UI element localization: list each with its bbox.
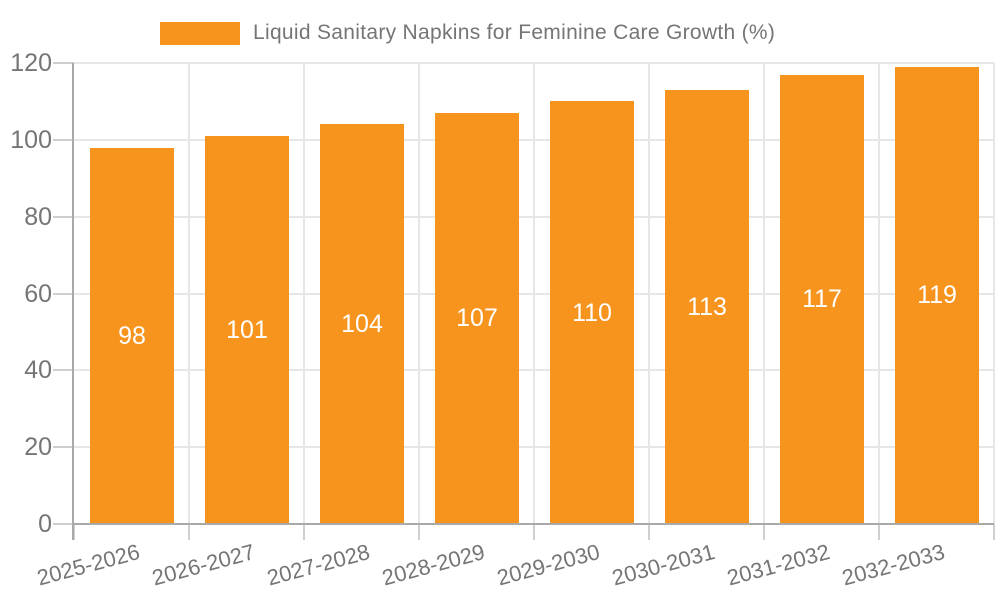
- y-axis-tick: [53, 523, 74, 525]
- bar-2032-2033[interactable]: [895, 67, 979, 524]
- gridline-vertical: [993, 63, 995, 524]
- y-axis-tick-label: 20: [24, 433, 52, 461]
- bar-2030-2031[interactable]: [665, 90, 749, 524]
- x-axis-line: [72, 523, 994, 525]
- legend-label: Liquid Sanitary Napkins for Feminine Car…: [253, 21, 776, 44]
- x-axis-tick-label: 2027-2028: [264, 539, 373, 591]
- bar-value-label: 119: [917, 281, 957, 309]
- y-axis-tick-label: 100: [10, 126, 52, 154]
- y-axis-tick-label: 120: [10, 49, 52, 77]
- chart-legend[interactable]: Liquid Sanitary Napkins for Feminine Car…: [160, 19, 775, 47]
- y-axis-line: [72, 63, 74, 540]
- bar-2026-2027[interactable]: [205, 136, 289, 524]
- bar-2025-2026[interactable]: [90, 148, 174, 524]
- bar-2031-2032[interactable]: [780, 75, 864, 524]
- bar-value-label: 98: [118, 322, 146, 350]
- x-axis-tick-label: 2032-2033: [839, 539, 948, 591]
- bar-2028-2029[interactable]: [435, 113, 519, 524]
- bar-value-label: 113: [687, 293, 727, 321]
- x-axis-tick: [878, 524, 880, 540]
- y-axis-tick-label: 40: [24, 356, 52, 384]
- y-axis-tick-label: 0: [38, 510, 52, 538]
- gridline-vertical: [763, 63, 765, 524]
- bar-value-label: 101: [226, 316, 268, 344]
- x-axis-tick-label: 2031-2032: [724, 539, 833, 591]
- y-axis-tick: [53, 139, 74, 141]
- bar-value-label: 104: [341, 310, 383, 338]
- y-axis-tick: [53, 446, 74, 448]
- y-axis-tick: [53, 62, 74, 64]
- x-axis-tick-label: 2030-2031: [609, 539, 718, 591]
- bar-value-label: 110: [572, 299, 612, 327]
- y-axis-tick: [53, 369, 74, 371]
- x-axis-tick: [188, 524, 190, 540]
- x-axis-tick: [533, 524, 535, 540]
- x-axis-tick: [73, 524, 75, 540]
- bar-2027-2028[interactable]: [320, 124, 404, 524]
- x-axis-tick: [763, 524, 765, 540]
- gridline-vertical: [418, 63, 420, 524]
- x-axis-tick-label: 2026-2027: [149, 539, 258, 591]
- gridline-vertical: [188, 63, 190, 524]
- bar-value-label: 117: [802, 285, 842, 313]
- x-axis-tick-label: 2025-2026: [34, 539, 143, 591]
- x-axis-tick: [418, 524, 420, 540]
- bar-value-label: 107: [456, 304, 498, 332]
- gridline-vertical: [648, 63, 650, 524]
- legend-swatch-icon: [160, 21, 240, 45]
- gridline-vertical: [533, 63, 535, 524]
- y-axis-tick-label: 60: [24, 280, 52, 308]
- x-axis-tick: [303, 524, 305, 540]
- x-axis-tick-label: 2029-2030: [494, 539, 603, 591]
- x-axis-tick: [648, 524, 650, 540]
- gridline-vertical: [878, 63, 880, 524]
- y-axis-tick: [53, 216, 74, 218]
- x-axis-tick-label: 2028-2029: [379, 539, 488, 591]
- y-axis-tick-label: 80: [24, 203, 52, 231]
- y-axis-tick: [53, 293, 74, 295]
- bar-2029-2030[interactable]: [550, 101, 634, 524]
- gridline-vertical: [303, 63, 305, 524]
- x-axis-tick: [993, 524, 995, 540]
